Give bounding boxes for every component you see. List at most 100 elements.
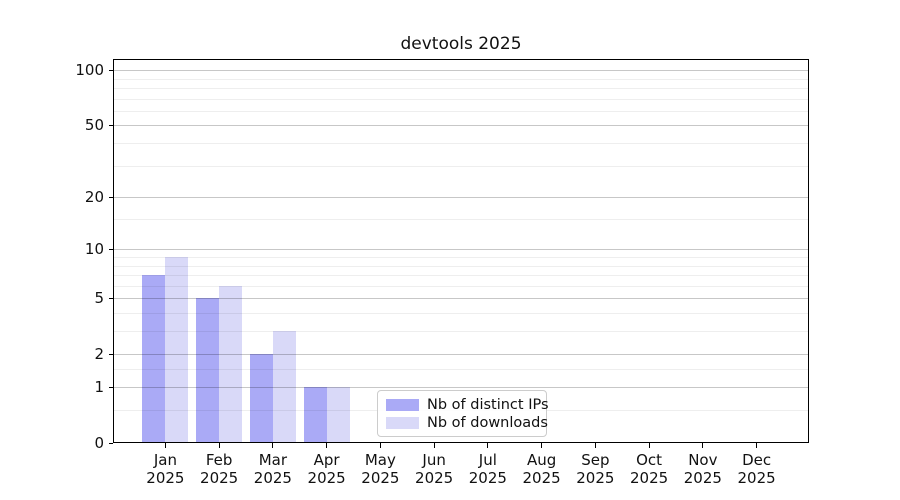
x-tick-mark [433, 443, 435, 448]
y-tick-label: 20 [84, 188, 104, 207]
x-tick-label: Aug 2025 [497, 451, 587, 487]
chart-title: devtools 2025 [400, 34, 522, 54]
y-gridline-minor [113, 285, 809, 287]
y-gridline-minor [113, 275, 809, 277]
x-tick-mark [379, 443, 381, 448]
x-tick-year: 2025 [307, 469, 346, 487]
y-tick-mark [109, 197, 113, 199]
x-tick-year: 2025 [200, 469, 239, 487]
y-tick-label: 50 [84, 116, 104, 135]
y-gridline-minor [113, 368, 809, 370]
x-tick-month: Oct [636, 451, 663, 469]
legend: Nb of distinct IPs Nb of downloads [377, 390, 549, 437]
y-gridline-minor [113, 78, 809, 80]
y-gridline-minor [113, 265, 809, 267]
plot-area: Nb of distinct IPs Nb of downloads [113, 59, 809, 443]
x-tick-mark [648, 443, 650, 448]
x-tick-mark [218, 443, 220, 448]
x-tick-month: Jun [422, 451, 446, 469]
x-tick-label: Jun 2025 [389, 451, 479, 487]
y-gridline-minor [113, 219, 809, 221]
y-gridline-minor [113, 256, 809, 258]
y-gridline-major [113, 354, 809, 356]
x-tick-label: Dec 2025 [712, 451, 802, 487]
y-tick-label: 2 [94, 345, 104, 364]
x-tick-label: Jan 2025 [120, 451, 210, 487]
x-tick-mark [326, 443, 328, 448]
y-gridline-minor [113, 312, 809, 314]
y-gridline-minor [113, 110, 809, 112]
y-tick-label: 0 [94, 434, 104, 452]
x-tick-month: Dec [742, 451, 772, 469]
x-tick-year: 2025 [576, 469, 615, 487]
bar-distinct-ips [303, 387, 327, 443]
x-tick-label: Nov 2025 [658, 451, 748, 487]
legend-item-downloads: Nb of downloads [386, 415, 548, 431]
y-gridline-minor [113, 143, 809, 144]
x-tick-label: Apr 2025 [282, 451, 372, 487]
x-tick-year: 2025 [361, 469, 400, 487]
x-tick-year: 2025 [737, 469, 776, 487]
x-tick-mark [756, 443, 758, 448]
x-tick-month: May [364, 451, 396, 469]
x-tick-label: May 2025 [335, 451, 425, 487]
x-tick-month: Apr [313, 451, 340, 469]
bar-downloads [219, 285, 243, 443]
y-gridline-major [113, 387, 809, 388]
x-tick-mark [541, 443, 543, 448]
y-tick-label: 5 [94, 289, 104, 308]
x-tick-label: Feb 2025 [174, 451, 264, 487]
x-tick-mark [594, 443, 596, 448]
y-gridline-minor [113, 165, 809, 167]
y-gridline-major [113, 125, 809, 127]
y-gridline-major [113, 249, 809, 251]
bar-downloads [326, 387, 350, 443]
legend-swatch-distinct-ips [386, 399, 419, 411]
x-tick-mark [164, 443, 166, 448]
y-tick-mark [109, 354, 113, 356]
y-tick-mark [109, 249, 113, 251]
y-tick-mark [109, 443, 113, 444]
y-tick-label: 100 [75, 61, 104, 80]
x-tick-mark [272, 443, 274, 448]
legend-label: Nb of downloads [427, 415, 548, 431]
y-gridline-minor [113, 98, 809, 100]
x-tick-label: Jul 2025 [443, 451, 533, 487]
x-tick-year: 2025 [468, 469, 507, 487]
y-gridline-minor [113, 331, 809, 332]
x-tick-month: Jan [153, 451, 177, 469]
x-tick-month: Jul [478, 451, 497, 469]
bar-downloads [272, 331, 296, 443]
x-tick-mark [487, 443, 489, 448]
x-tick-label: Sep 2025 [550, 451, 640, 487]
y-gridline-major [113, 298, 809, 300]
legend-item-distinct-ips: Nb of distinct IPs [386, 397, 549, 413]
x-tick-year: 2025 [146, 469, 185, 487]
x-tick-year: 2025 [522, 469, 561, 487]
x-tick-month: Nov [688, 451, 718, 469]
grid-layer [113, 59, 809, 443]
x-tick-year: 2025 [683, 469, 722, 487]
bar-distinct-ips [142, 275, 166, 443]
y-tick-label: 1 [94, 378, 104, 396]
x-tick-label: Oct 2025 [604, 451, 694, 487]
y-gridline-minor [113, 88, 809, 89]
legend-label: Nb of distinct IPs [427, 397, 549, 413]
y-gridline-major [113, 70, 809, 72]
x-tick-month: Sep [581, 451, 610, 469]
y-tick-mark [109, 298, 113, 300]
bar-layer [113, 59, 809, 443]
x-tick-year: 2025 [415, 469, 454, 487]
x-tick-month: Mar [258, 451, 288, 469]
x-tick-mark [702, 443, 704, 448]
bar-distinct-ips [196, 298, 220, 443]
y-gridline-major [113, 197, 809, 199]
bar-distinct-ips [249, 354, 273, 443]
x-tick-month: Aug [526, 451, 557, 469]
x-tick-year: 2025 [630, 469, 669, 487]
y-tick-mark [109, 70, 113, 72]
y-tick-mark [109, 125, 113, 127]
y-tick-label: 10 [84, 240, 104, 259]
x-tick-month: Feb [205, 451, 233, 469]
